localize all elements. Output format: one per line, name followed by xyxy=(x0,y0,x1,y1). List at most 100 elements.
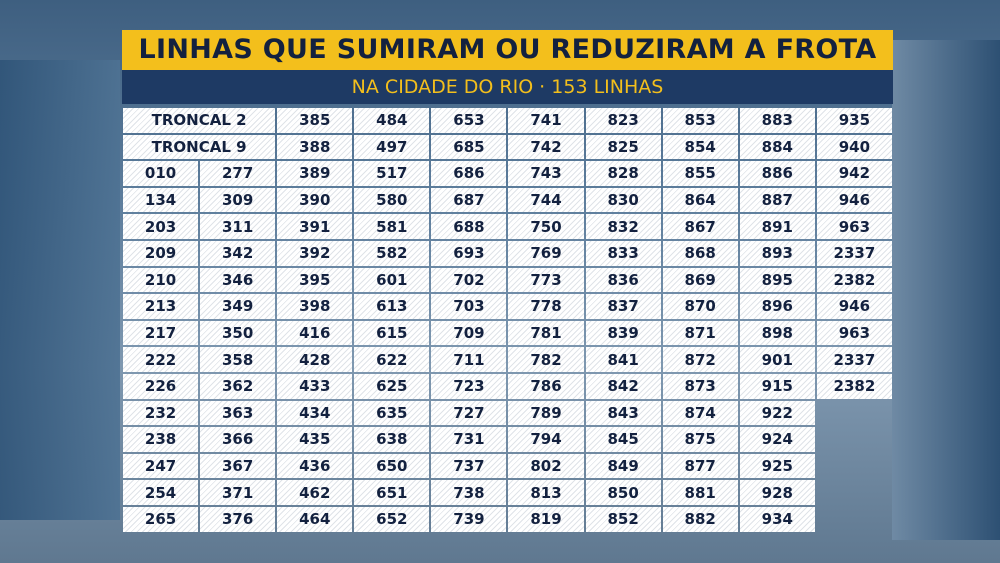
table-cell: 886 xyxy=(739,161,815,186)
table-cell: 398 xyxy=(277,294,353,319)
table-cell: 963 xyxy=(816,214,892,239)
table-cell: 213 xyxy=(123,294,199,319)
table-cell: 416 xyxy=(277,320,353,346)
table-cell: 217 xyxy=(123,320,199,346)
table-cell: 743 xyxy=(508,161,584,186)
table-cell: 896 xyxy=(739,294,815,319)
table-cell: 874 xyxy=(662,400,738,426)
table-cell: 711 xyxy=(431,347,507,372)
table-cell: 638 xyxy=(354,427,430,452)
table-cell: 813 xyxy=(508,480,584,505)
table-cell: 653 xyxy=(431,108,507,133)
table-cell: 222 xyxy=(123,347,199,372)
table-cell: 687 xyxy=(431,187,507,213)
table-cell: 688 xyxy=(431,214,507,239)
table-cell: 209 xyxy=(123,240,199,266)
table-cell: 2337 xyxy=(816,240,892,266)
table-cell: 392 xyxy=(277,240,353,266)
table-cell: 363 xyxy=(200,400,276,426)
table-cell: 254 xyxy=(123,480,199,505)
table-cell: 832 xyxy=(585,214,661,239)
table-cell: 581 xyxy=(354,214,430,239)
table-cell: 786 xyxy=(508,373,584,399)
table-cell: 727 xyxy=(431,400,507,426)
table-cell: 836 xyxy=(585,267,661,293)
table-cell: 869 xyxy=(662,267,738,293)
table-cell: 601 xyxy=(354,267,430,293)
table-cell: 342 xyxy=(200,240,276,266)
table-cell: 625 xyxy=(354,373,430,399)
table-cell: 802 xyxy=(508,453,584,479)
table-cell: 854 xyxy=(662,134,738,160)
table-cell: 922 xyxy=(739,400,815,426)
table-cell: TRONCAL 9 xyxy=(123,134,276,160)
table-cell: 693 xyxy=(431,240,507,266)
table-cell: 898 xyxy=(739,320,815,346)
table-cell: 635 xyxy=(354,400,430,426)
table-cell: 893 xyxy=(739,240,815,266)
table-cell: 650 xyxy=(354,453,430,479)
table-cell: 613 xyxy=(354,294,430,319)
subtitle: NA CIDADE DO RIO · 153 LINHAS xyxy=(122,70,893,104)
table-cell: 580 xyxy=(354,187,430,213)
table-cell: 895 xyxy=(739,267,815,293)
table-cell: 349 xyxy=(200,294,276,319)
table-cell: 843 xyxy=(585,400,661,426)
table-cell: 737 xyxy=(431,453,507,479)
table-cell: 853 xyxy=(662,108,738,133)
table-cell: 823 xyxy=(585,108,661,133)
table-cell: 901 xyxy=(739,347,815,372)
table-cell: 622 xyxy=(354,347,430,372)
table-cell: 389 xyxy=(277,161,353,186)
table-cell: 925 xyxy=(739,453,815,479)
table-cell: 842 xyxy=(585,373,661,399)
table-cell: 881 xyxy=(662,480,738,505)
table-cell: 371 xyxy=(200,480,276,505)
table-cell: 433 xyxy=(277,373,353,399)
table-cell: 942 xyxy=(816,161,892,186)
table-cell: 436 xyxy=(277,453,353,479)
lines-table: TRONCAL 2 385 484 653 741 823 853 883 935 TRONCAL… xyxy=(122,107,893,533)
table-cell: 946 xyxy=(816,294,892,319)
table-cell: 134 xyxy=(123,187,199,213)
table-cell: 741 xyxy=(508,108,584,133)
table-cell: 963 xyxy=(816,320,892,346)
table-cell: 010 xyxy=(123,161,199,186)
table-cell: 238 xyxy=(123,427,199,452)
table-cell: 367 xyxy=(200,453,276,479)
table-cell: 232 xyxy=(123,400,199,426)
table-cell: 940 xyxy=(816,134,892,160)
table-cell: 870 xyxy=(662,294,738,319)
table-cell: 887 xyxy=(739,187,815,213)
table-cell: 837 xyxy=(585,294,661,319)
table-cell: 277 xyxy=(200,161,276,186)
table-cell: 385 xyxy=(277,108,353,133)
table-cell: 464 xyxy=(277,506,353,532)
table-cell: 828 xyxy=(585,161,661,186)
table-cell: 915 xyxy=(739,373,815,399)
table-cell: 875 xyxy=(662,427,738,452)
table-cell: 782 xyxy=(508,347,584,372)
table-cell: 388 xyxy=(277,134,353,160)
table-cell: 769 xyxy=(508,240,584,266)
table-cell: 226 xyxy=(123,373,199,399)
table-cell: 750 xyxy=(508,214,584,239)
table-cell: 497 xyxy=(354,134,430,160)
table-cell: 346 xyxy=(200,267,276,293)
table-cell: 742 xyxy=(508,134,584,160)
table-cell: 702 xyxy=(431,267,507,293)
table-cell: 428 xyxy=(277,347,353,372)
table-cell: 852 xyxy=(585,506,661,532)
table-cell: 517 xyxy=(354,161,430,186)
table-cell: 390 xyxy=(277,187,353,213)
table-cell: 884 xyxy=(739,134,815,160)
table-cell: 391 xyxy=(277,214,353,239)
table-cell: 686 xyxy=(431,161,507,186)
table-cell: 946 xyxy=(816,187,892,213)
table-cell: 739 xyxy=(431,506,507,532)
table-cell: 2382 xyxy=(816,267,892,293)
table-cell: 864 xyxy=(662,187,738,213)
table-cell: 350 xyxy=(200,320,276,346)
table-cell: 265 xyxy=(123,506,199,532)
